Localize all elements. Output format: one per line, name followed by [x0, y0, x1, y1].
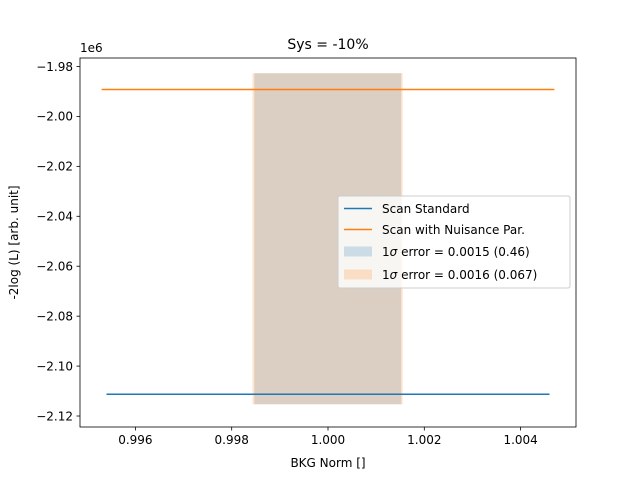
y-offset-label: 1e6: [80, 41, 103, 55]
x-tick-label: 1.004: [503, 433, 537, 447]
x-tick-label: 1.000: [311, 433, 345, 447]
y-tick-label: −2.00: [36, 110, 73, 124]
y-tick-label: −2.04: [36, 210, 73, 224]
x-tick-label: 0.996: [118, 433, 152, 447]
y-tick-label: −2.06: [36, 260, 73, 274]
legend-band-swatch: [344, 246, 372, 257]
y-tick-label: −1.98: [36, 60, 73, 74]
x-tick-label: 1.002: [407, 433, 441, 447]
y-tick-label: −2.08: [36, 309, 73, 323]
x-tick-label: 0.998: [215, 433, 249, 447]
legend-label: 1σ error = 0.0016 (0.067): [382, 268, 537, 282]
legend-label: 1σ error = 0.0015 (0.46): [382, 245, 530, 259]
y-axis-label: -2log (L) [arb. unit]: [7, 185, 21, 299]
legend-label: Scan with Nuisance Par.: [382, 223, 525, 237]
chart-title: Sys = -10%: [287, 37, 368, 53]
series-lines: [101, 88, 555, 396]
y-tick-label: −2.12: [36, 409, 73, 423]
legend-frame: [337, 195, 571, 289]
legend-label: Scan Standard: [382, 202, 470, 216]
legend-entries: Scan Standard Scan with Nuisance Par. 1σ e…: [344, 202, 537, 282]
y-tick-label: −2.10: [36, 359, 73, 373]
x-axis: 0.996 0.998 1.000 1.002 1.004: [118, 427, 538, 447]
legend: Scan Standard Scan with Nuisance Par. 1σ e…: [337, 195, 571, 289]
x-axis-label: BKG Norm []: [290, 456, 365, 470]
legend-band-swatch: [344, 269, 372, 280]
y-axis: −1.98 −2.00 −2.02 −2.04 −2.06 −2.08 −2.10 −2.12: [36, 60, 80, 423]
y-tick-label: −2.02: [36, 160, 73, 174]
